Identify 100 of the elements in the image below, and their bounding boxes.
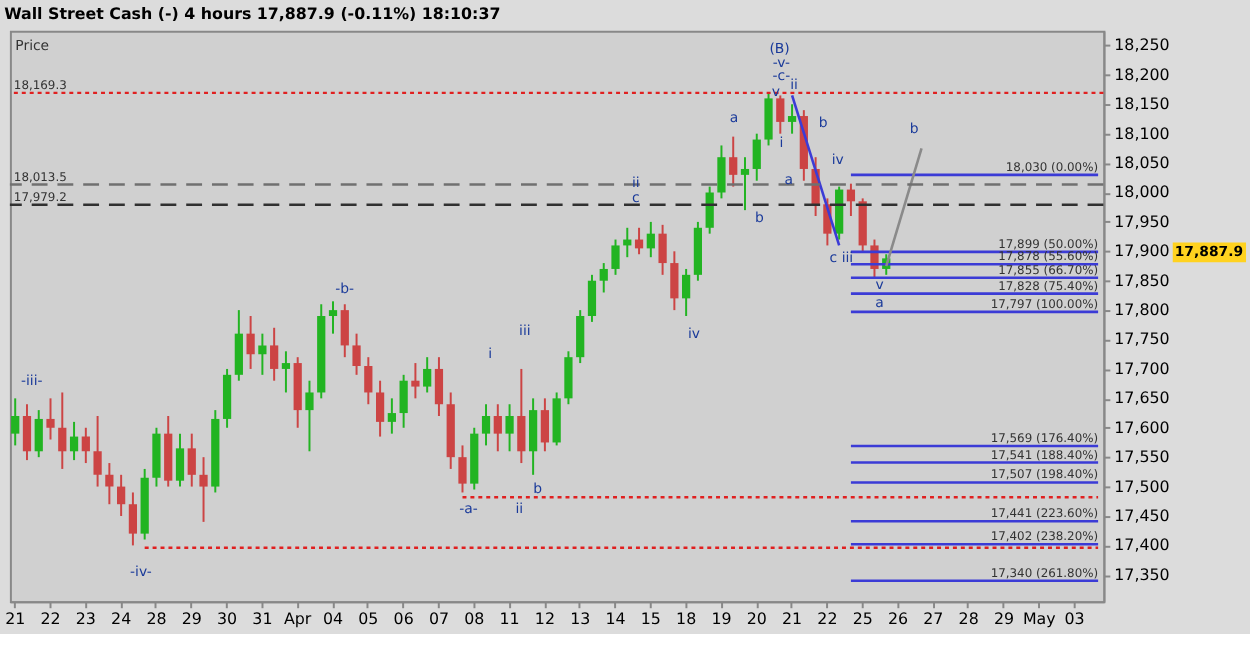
x-tick-label: 13 bbox=[570, 610, 591, 629]
y-tick-label: 18,050 bbox=[1114, 154, 1170, 173]
y-tick-label: 17,950 bbox=[1114, 212, 1170, 231]
candlestick bbox=[375, 379, 385, 438]
y-tick-label: 18,000 bbox=[1114, 183, 1170, 202]
y-tick-label: 17,650 bbox=[1114, 389, 1170, 408]
candlestick bbox=[175, 432, 185, 488]
candlestick bbox=[540, 397, 550, 453]
candlestick bbox=[717, 144, 726, 200]
y-tick-label: 18,100 bbox=[1114, 124, 1170, 143]
candlestick bbox=[199, 456, 208, 523]
candlestick bbox=[493, 403, 502, 453]
candlestick bbox=[222, 367, 232, 429]
candlestick bbox=[835, 185, 844, 241]
y-tick-label: 18,150 bbox=[1114, 95, 1170, 114]
candlestick bbox=[187, 432, 196, 488]
chart-title: Wall Street Cash (-) 4 hours 17,887.9 (-0.11%) 18:10:37 bbox=[4, 4, 501, 23]
x-tick-label: 28 bbox=[146, 610, 167, 629]
candlestick bbox=[481, 403, 491, 447]
candlestick bbox=[729, 135, 738, 188]
candlestick bbox=[258, 332, 267, 376]
candlestick bbox=[611, 238, 620, 276]
candlestick bbox=[352, 332, 361, 376]
candlestick bbox=[328, 300, 338, 335]
candlestick bbox=[281, 350, 291, 394]
candlestick bbox=[693, 220, 703, 282]
candlestick bbox=[564, 350, 573, 406]
x-tick-label: 07 bbox=[428, 610, 450, 629]
y-tick-label: 17,750 bbox=[1114, 330, 1170, 349]
x-tick-label: Apr bbox=[284, 610, 313, 629]
y-tick-label: 17,350 bbox=[1114, 565, 1170, 584]
y-tick-label: 17,500 bbox=[1114, 477, 1170, 496]
y-tick-label: 17,850 bbox=[1114, 271, 1170, 290]
x-tick-label: 30 bbox=[217, 610, 238, 629]
candlestick bbox=[740, 156, 750, 212]
x-tick-label: 20 bbox=[746, 610, 767, 629]
x-tick-label: 25 bbox=[852, 610, 873, 629]
candlestick bbox=[576, 309, 585, 365]
candlestick bbox=[528, 397, 538, 476]
x-tick-label: 08 bbox=[464, 610, 485, 629]
candlestick bbox=[69, 420, 79, 462]
candlestick bbox=[234, 309, 243, 382]
candlestick bbox=[787, 103, 797, 135]
x-tick-label: 22 bbox=[817, 610, 838, 629]
candlestick bbox=[364, 356, 373, 406]
candlestick bbox=[517, 367, 526, 465]
y-tick-label: 17,400 bbox=[1114, 536, 1170, 555]
candlestick bbox=[152, 426, 161, 488]
candlestick bbox=[58, 391, 67, 470]
candlestick bbox=[22, 403, 32, 462]
candlestick bbox=[340, 303, 349, 359]
x-tick-label: 22 bbox=[40, 610, 61, 629]
x-tick-label: 03 bbox=[1064, 610, 1085, 629]
x-tick-label: 11 bbox=[499, 610, 520, 629]
y-tick-label: 17,550 bbox=[1114, 448, 1170, 467]
x-tick-label: May bbox=[1022, 610, 1057, 629]
candlestick bbox=[434, 356, 444, 417]
candlestick bbox=[776, 94, 785, 135]
candlestick bbox=[117, 473, 126, 517]
x-tick-label: 29 bbox=[993, 610, 1015, 629]
candlestick bbox=[458, 444, 467, 494]
x-tick-label: 21 bbox=[782, 610, 803, 629]
candlestick bbox=[246, 315, 255, 370]
x-tick-label: 23 bbox=[75, 610, 96, 629]
y-tick-label: 17,600 bbox=[1114, 418, 1170, 437]
x-tick-label: 31 bbox=[252, 610, 273, 629]
x-tick-label: 12 bbox=[534, 610, 555, 629]
candlestick bbox=[305, 379, 314, 453]
candlestick bbox=[293, 356, 302, 429]
candlestick bbox=[423, 356, 432, 394]
candlestick bbox=[128, 491, 138, 547]
candlestick bbox=[764, 91, 773, 147]
y-tick-label: 17,800 bbox=[1114, 301, 1170, 320]
candlestick bbox=[34, 409, 43, 459]
candlestick bbox=[587, 273, 597, 323]
x-tick-label: 27 bbox=[923, 610, 944, 629]
y-tick-label: 17,900 bbox=[1114, 242, 1170, 261]
candlestick bbox=[552, 391, 561, 447]
x-tick-label: 21 bbox=[5, 610, 26, 629]
candlestick bbox=[505, 403, 514, 453]
candlestick bbox=[270, 326, 279, 382]
x-tick-label: 28 bbox=[958, 610, 979, 629]
x-tick-label: 05 bbox=[358, 610, 379, 629]
x-tick-label: 18 bbox=[676, 610, 697, 629]
candlestick bbox=[658, 223, 667, 276]
candlestick bbox=[599, 262, 608, 294]
candlestick bbox=[705, 185, 714, 235]
candlestick bbox=[682, 267, 691, 317]
candlestick bbox=[646, 220, 655, 259]
x-tick-label: 14 bbox=[605, 610, 626, 629]
candlestick bbox=[105, 462, 114, 506]
y-tick-label: 18,250 bbox=[1114, 36, 1170, 55]
candlestick bbox=[81, 426, 90, 465]
x-tick-label: 06 bbox=[393, 610, 414, 629]
candlestick bbox=[858, 197, 867, 253]
y-tick-label: 17,450 bbox=[1114, 506, 1170, 525]
candlestick bbox=[846, 182, 856, 218]
candlestick bbox=[399, 373, 408, 429]
x-tick-label: 19 bbox=[711, 610, 732, 629]
x-tick-label: 04 bbox=[322, 610, 344, 629]
